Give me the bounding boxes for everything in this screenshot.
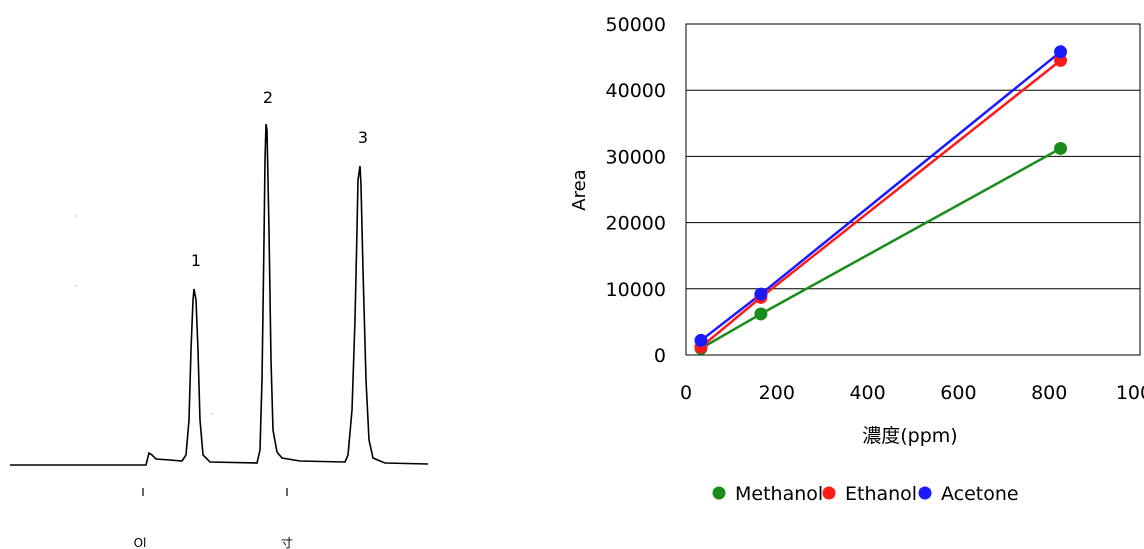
chromatogram-trace: [10, 123, 429, 466]
series-line-methanol: [700, 147, 1062, 350]
gridlines: [686, 89, 1140, 290]
data-point-acetone: [1054, 45, 1068, 59]
x-tick-label: 0: [680, 382, 692, 404]
x-tick-labels: 0 200 400 600 800 1000: [680, 382, 1144, 404]
series-lines: [700, 50, 1062, 350]
y-tick-label: 40000: [606, 80, 666, 102]
series-points: [694, 45, 1068, 355]
legend-label-ethanol: Ethanol: [845, 483, 917, 505]
calibration-chart: 0 10000 20000 30000 40000 50000 0 200 400 600 800…: [569, 14, 1144, 505]
legend-marker-acetone: [918, 486, 932, 500]
y-tick-label: 0: [654, 345, 666, 367]
speck: [75, 285, 77, 287]
plot-area-frame: [685, 23, 1141, 356]
legend: Methanol Ethanol Acetone: [712, 483, 1019, 505]
peak-label-3: 3: [358, 128, 368, 147]
data-point-acetone: [694, 333, 708, 347]
legend-label-acetone: Acetone: [941, 483, 1019, 505]
x-tick-label: 600: [940, 382, 976, 404]
y-axis-label: Area: [569, 169, 590, 210]
x-tick-label: 400: [849, 382, 885, 404]
series-line-ethanol: [700, 59, 1062, 349]
x-axis-label: 濃度(ppm): [862, 425, 957, 447]
peak-label-2: 2: [263, 88, 273, 107]
legend-label-methanol: Methanol: [735, 483, 823, 505]
legend-marker-methanol: [712, 486, 726, 500]
legend-marker-ethanol: [822, 486, 836, 500]
x-tick-label-2: 寸: [281, 536, 293, 549]
data-point-methanol: [1054, 141, 1068, 155]
x-tick-label-1: Ol: [134, 536, 147, 549]
speck: [211, 413, 213, 415]
y-tick-label: 50000: [606, 14, 666, 36]
data-point-methanol: [754, 307, 768, 321]
y-tick-label: 10000: [606, 279, 666, 301]
y-tick-label: 20000: [606, 213, 666, 235]
y-tick-label: 30000: [606, 146, 666, 168]
x-tick-label: 1000: [1116, 382, 1144, 404]
speck: [75, 215, 77, 217]
peak-label-1: 1: [191, 251, 201, 270]
chromatogram: 1 2 3 Ol 寸: [10, 88, 429, 549]
y-tick-labels: 0 10000 20000 30000 40000 50000: [606, 14, 666, 367]
x-tick-label: 200: [759, 382, 795, 404]
data-point-acetone: [754, 287, 768, 301]
x-tick-label: 800: [1031, 382, 1067, 404]
